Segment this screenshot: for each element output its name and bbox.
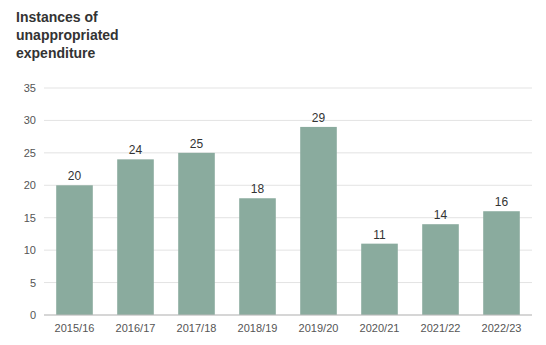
bar xyxy=(56,185,93,315)
y-tick-label: 10 xyxy=(24,244,36,256)
y-tick-label: 35 xyxy=(24,82,36,94)
x-tick-label: 2018/19 xyxy=(238,322,278,334)
grid-line xyxy=(44,88,532,89)
bars xyxy=(56,127,520,315)
bar xyxy=(300,127,337,315)
bar xyxy=(239,198,276,315)
page: {"chart_data": {"type": "bar", "title": … xyxy=(0,0,546,345)
y-tick-label: 0 xyxy=(30,309,36,321)
x-axis-line xyxy=(44,315,532,316)
bar xyxy=(117,159,154,315)
bar xyxy=(422,224,459,315)
y-tick-label: 25 xyxy=(24,147,36,159)
chart: Instances of unappropriated expenditure 0 5 1… xyxy=(0,0,546,345)
x-tick-label: 2017/18 xyxy=(177,322,217,334)
x-tick-label: 2021/22 xyxy=(421,322,461,334)
data-label: 24 xyxy=(129,143,143,157)
title: Instances of unappropriated expenditure xyxy=(16,9,119,61)
x-tick-label: 2016/17 xyxy=(116,322,156,334)
bar xyxy=(361,244,398,315)
x-tick-label: 2020/21 xyxy=(360,322,400,334)
data-label: 11 xyxy=(373,228,386,242)
x-tick-label: 2022/23 xyxy=(482,322,522,334)
data-label: 29 xyxy=(312,111,326,125)
y-tick-label: 5 xyxy=(30,277,36,289)
chart-container: Instances of unappropriated expenditure 0 5 1… xyxy=(0,0,546,345)
data-label: 14 xyxy=(434,208,448,222)
data-label: 16 xyxy=(495,195,509,209)
y-tick-label: 20 xyxy=(24,179,36,191)
y-tick-label: 30 xyxy=(24,114,36,126)
data-label: 18 xyxy=(251,182,265,196)
data-label: 25 xyxy=(190,137,204,151)
y-tick-label: 15 xyxy=(24,212,36,224)
grid xyxy=(44,88,532,315)
title-line: unappropriated xyxy=(16,27,119,43)
data-label: 20 xyxy=(68,169,82,183)
x-tick-label: 2015/16 xyxy=(55,322,95,334)
title-line: expenditure xyxy=(16,45,96,61)
grid-line xyxy=(44,315,532,316)
x-tick-label: 2019/20 xyxy=(299,322,339,334)
title-line: Instances of xyxy=(16,9,98,25)
bar xyxy=(483,211,520,315)
grid-line xyxy=(44,120,532,121)
grid-line xyxy=(44,152,532,153)
bar xyxy=(178,153,215,315)
